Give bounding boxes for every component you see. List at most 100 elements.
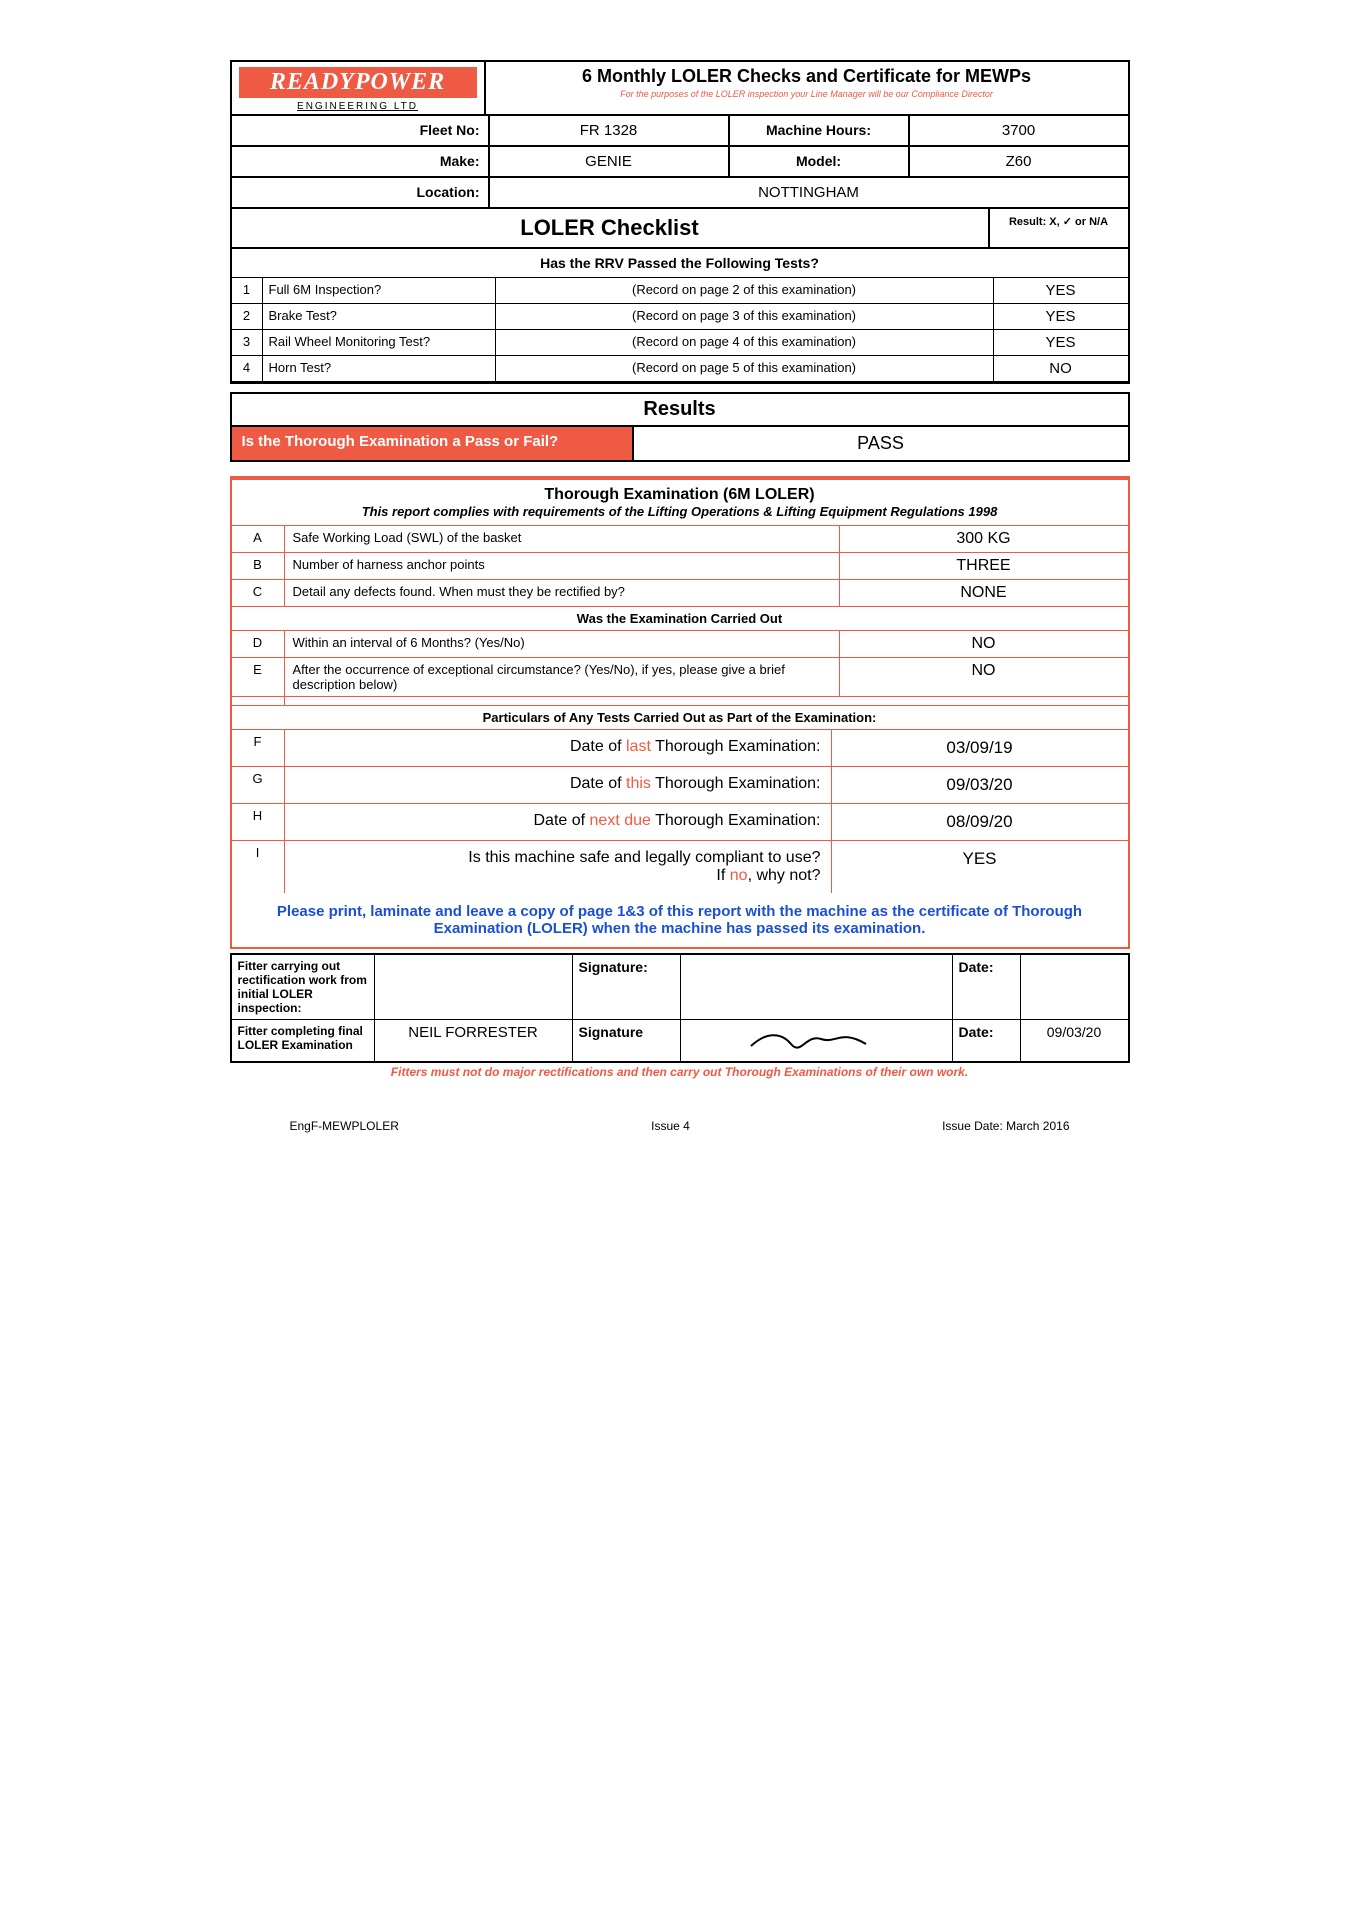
results-question: Is the Thorough Examination a Pass or Fa…: [232, 427, 634, 460]
footer-c: Issue Date: March 2016: [942, 1119, 1069, 1133]
brand-logo: READYPOWER: [238, 66, 478, 99]
page-footer: EngF-MEWPLOLER Issue 4 Issue Date: March…: [230, 1119, 1130, 1133]
certificate-frame: READYPOWER ENGINEERING LTD 6 Monthly LOL…: [230, 60, 1130, 384]
thorough-question: Within an interval of 6 Months? (Yes/No): [285, 631, 840, 657]
thorough-blankrow: [232, 696, 1128, 705]
checklist-note: (Record on page 5 of this examination): [496, 356, 994, 381]
fleet-value: FR 1328: [490, 116, 728, 145]
sig2-siglabel: Signature: [573, 1020, 681, 1061]
checklist-num: 4: [232, 356, 263, 381]
result-legend: Result: X, ✓ or N/A: [988, 209, 1128, 247]
info-row-make: Make: GENIE Model: Z60: [232, 147, 1128, 178]
hours-value: 3700: [910, 116, 1128, 145]
checklist-q: Full 6M Inspection?: [263, 278, 496, 303]
location-label: Location:: [232, 178, 490, 207]
thorough-letter: E: [232, 658, 285, 696]
make-value: GENIE: [490, 147, 728, 176]
checklist-note: (Record on page 2 of this examination): [496, 278, 994, 303]
signoff-row-2: Fitter completing final LOLER Examinatio…: [232, 1020, 1128, 1061]
thorough-sub2: Particulars of Any Tests Carried Out as …: [232, 705, 1128, 729]
thorough-letter: F: [232, 730, 285, 766]
thorough-title: Thorough Examination (6M LOLER): [242, 486, 1118, 504]
thorough-letter: D: [232, 631, 285, 657]
thorough-value: THREE: [840, 553, 1128, 579]
thorough-letter: G: [232, 767, 285, 803]
thorough-value: 300 KG: [840, 526, 1128, 552]
thorough-value: NONE: [840, 580, 1128, 606]
checklist-q: Rail Wheel Monitoring Test?: [263, 330, 496, 355]
thorough-letter: C: [232, 580, 285, 606]
page: READYPOWER ENGINEERING LTD 6 Monthly LOL…: [230, 60, 1130, 1133]
signature-svg: [746, 1024, 886, 1054]
thorough-row: EAfter the occurrence of exceptional cir…: [232, 657, 1128, 696]
brand-subline: ENGINEERING LTD: [238, 101, 478, 112]
checklist-body: 1Full 6M Inspection?(Record on page 2 of…: [232, 278, 1128, 382]
checklist-q: Brake Test?: [263, 304, 496, 329]
sig1-date: [1021, 955, 1128, 1019]
thorough-row: BNumber of harness anchor pointsTHREE: [232, 552, 1128, 579]
fleet-label: Fleet No:: [232, 116, 490, 145]
footer-b: Issue 4: [651, 1119, 690, 1133]
footer-a: EngF-MEWPLOLER: [290, 1119, 399, 1133]
thorough-question: Date of this Thorough Examination:: [285, 767, 832, 803]
thorough-value: NO: [840, 658, 1128, 696]
thorough-row: CDetail any defects found. When must the…: [232, 579, 1128, 606]
sig2-datelabel: Date:: [953, 1020, 1021, 1061]
checklist-q: Horn Test?: [263, 356, 496, 381]
checklist-heading-row: LOLER Checklist Result: X, ✓ or N/A: [232, 207, 1128, 249]
location-value: NOTTINGHAM: [490, 178, 1128, 207]
signoff-table: Fitter carrying out rectification work f…: [230, 953, 1130, 1063]
thorough-letter: B: [232, 553, 285, 579]
signoff-row-1: Fitter carrying out rectification work f…: [232, 955, 1128, 1020]
thorough-row: HDate of next due Thorough Examination:0…: [232, 803, 1128, 840]
thorough-question: Date of last Thorough Examination:: [285, 730, 832, 766]
thorough-value: 08/09/20: [832, 804, 1128, 840]
checklist-num: 3: [232, 330, 263, 355]
header-row: READYPOWER ENGINEERING LTD 6 Monthly LOL…: [232, 62, 1128, 116]
results-row: Is the Thorough Examination a Pass or Fa…: [232, 427, 1128, 460]
thorough-row: FDate of last Thorough Examination:03/09…: [232, 729, 1128, 766]
checklist-heading: LOLER Checklist: [232, 209, 988, 247]
checklist-note: (Record on page 4 of this examination): [496, 330, 994, 355]
checklist-question: Has the RRV Passed the Following Tests?: [232, 249, 1128, 278]
thorough-letter: A: [232, 526, 285, 552]
thorough-letter: I: [232, 841, 285, 893]
model-value: Z60: [910, 147, 1128, 176]
doc-subtitle: For the purposes of the LOLER inspection…: [494, 89, 1120, 99]
thorough-rows-2: DWithin an interval of 6 Months? (Yes/No…: [232, 630, 1128, 696]
info-row-location: Location: NOTTINGHAM: [232, 178, 1128, 207]
model-label: Model:: [728, 147, 910, 176]
sig2-signature: [681, 1020, 953, 1061]
sig2-label: Fitter completing final LOLER Examinatio…: [232, 1020, 375, 1061]
thorough-row: GDate of this Thorough Examination:09/03…: [232, 766, 1128, 803]
title-cell: 6 Monthly LOLER Checks and Certificate f…: [486, 62, 1128, 114]
thorough-question: Date of next due Thorough Examination:: [285, 804, 832, 840]
thorough-rows-3: FDate of last Thorough Examination:03/09…: [232, 729, 1128, 893]
sig1-datelabel: Date:: [953, 955, 1021, 1019]
thorough-letter: H: [232, 804, 285, 840]
results-band: Results Is the Thorough Examination a Pa…: [230, 392, 1130, 462]
logo-cell: READYPOWER ENGINEERING LTD: [232, 62, 486, 114]
thorough-question: Is this machine safe and legally complia…: [285, 841, 832, 893]
signoff-note: Fitters must not do major rectifications…: [230, 1065, 1130, 1079]
thorough-value: 03/09/19: [832, 730, 1128, 766]
thorough-value: 09/03/20: [832, 767, 1128, 803]
info-row-fleet: Fleet No: FR 1328 Machine Hours: 3700: [232, 116, 1128, 147]
checklist-row: 3Rail Wheel Monitoring Test?(Record on p…: [232, 330, 1128, 356]
results-value: PASS: [634, 427, 1128, 460]
checklist-result: NO: [994, 356, 1128, 381]
thorough-exam-block: Thorough Examination (6M LOLER) This rep…: [230, 476, 1130, 949]
checklist-num: 1: [232, 278, 263, 303]
checklist-result: YES: [994, 304, 1128, 329]
blue-instruction: Please print, laminate and leave a copy …: [232, 893, 1128, 947]
checklist-result: YES: [994, 330, 1128, 355]
checklist-num: 2: [232, 304, 263, 329]
thorough-row: ASafe Working Load (SWL) of the basket30…: [232, 525, 1128, 552]
sig1-siglabel: Signature:: [573, 955, 681, 1019]
checklist-result: YES: [994, 278, 1128, 303]
checklist-row: 4Horn Test?(Record on page 5 of this exa…: [232, 356, 1128, 382]
results-heading: Results: [232, 394, 1128, 427]
sig1-signature: [681, 955, 953, 1019]
thorough-question: Number of harness anchor points: [285, 553, 840, 579]
sig1-name: [375, 955, 573, 1019]
